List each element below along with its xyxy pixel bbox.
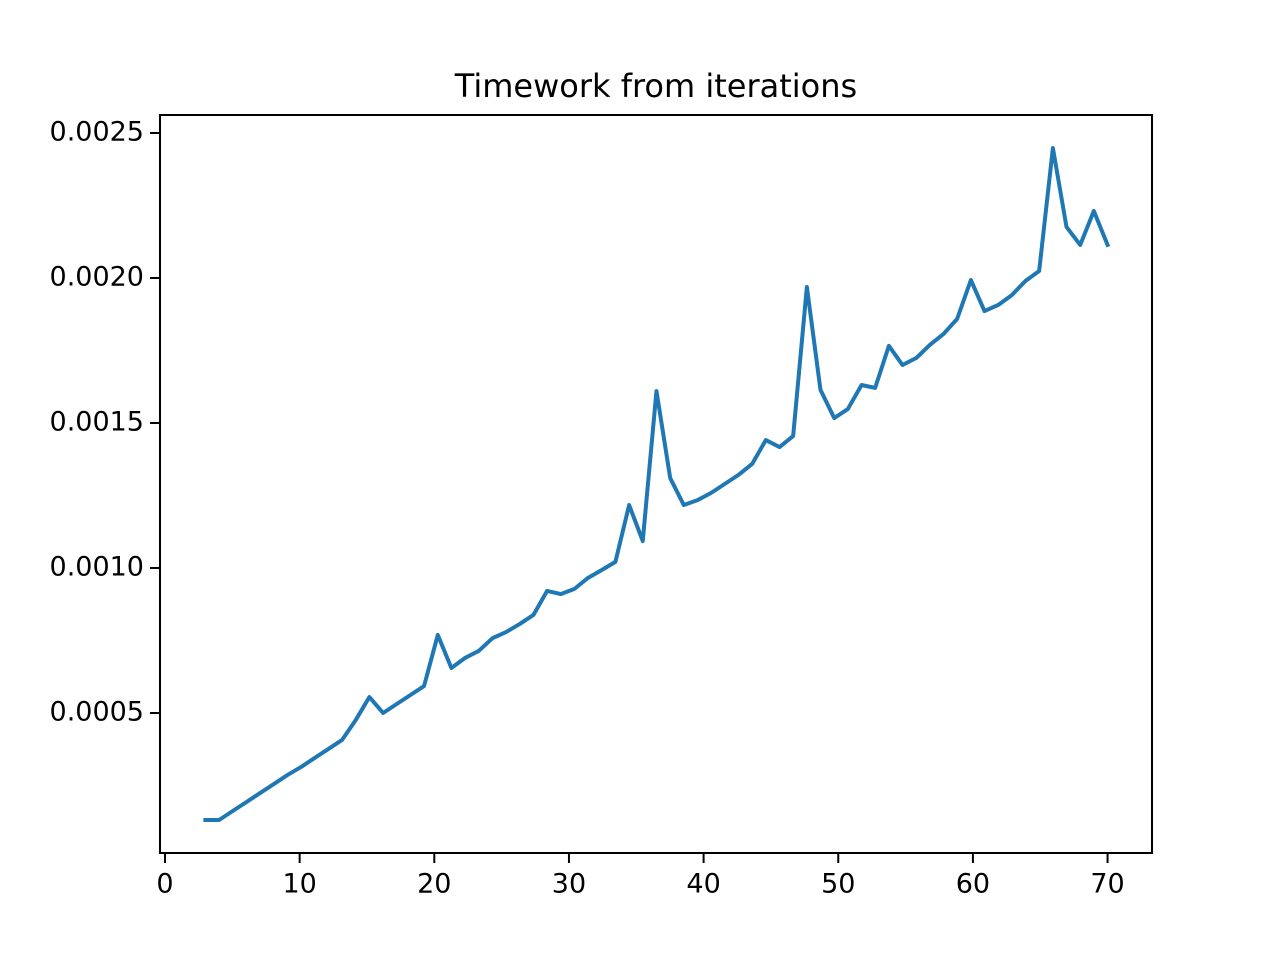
x-tick-label: 0 — [156, 869, 173, 900]
x-tick-label: 70 — [1090, 869, 1124, 900]
y-tick-label: 0.0010 — [50, 551, 144, 582]
x-tick-label: 50 — [821, 869, 855, 900]
x-tick-label: 40 — [686, 869, 720, 900]
y-tick-label: 0.0015 — [50, 406, 144, 437]
chart-title: Timework from iterations — [454, 67, 857, 105]
line-series — [203, 146, 1111, 822]
x-tick-label: 30 — [552, 869, 586, 900]
x-tick-label: 10 — [282, 869, 316, 900]
plot-frame — [159, 114, 1153, 854]
x-tick-label: 20 — [417, 869, 451, 900]
y-tick-label: 0.0020 — [50, 261, 144, 292]
x-tick-label: 60 — [956, 869, 990, 900]
y-tick-label: 0.0005 — [50, 696, 144, 727]
y-tick-label: 0.0025 — [50, 116, 144, 147]
